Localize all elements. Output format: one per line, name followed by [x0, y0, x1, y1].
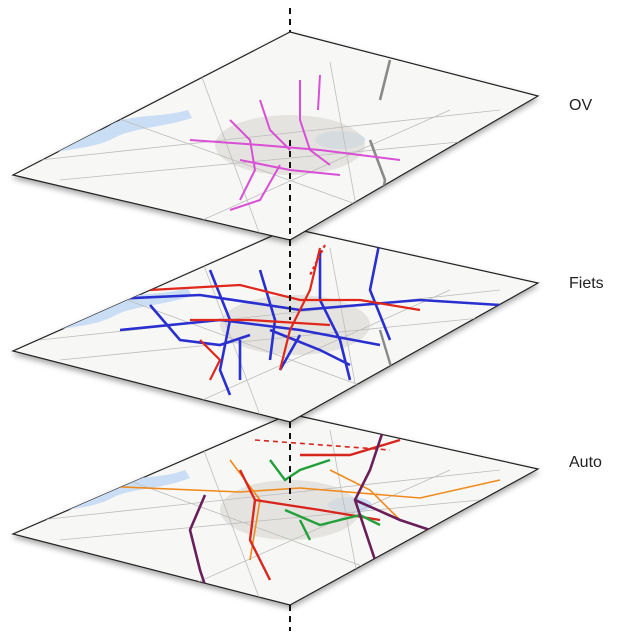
layer-label-auto: Auto [569, 454, 602, 471]
map-layer-ov [11, 31, 540, 241]
route-red-fiets [149, 247, 421, 381]
route-magenta-ov [189, 74, 401, 211]
map-layer-auto [11, 413, 540, 606]
map-layer-fiets [11, 227, 540, 423]
built-area-auto [220, 480, 360, 540]
road-grid-fiets [39, 247, 501, 416]
route-green-auto [269, 458, 381, 541]
road-grid-ov [39, 61, 501, 236]
route-red-dashed-auto [254, 439, 391, 451]
road-grid-auto [39, 429, 501, 601]
layer-label-fiets: Fiets [569, 275, 604, 292]
layer-label-ov: OV [569, 97, 593, 114]
